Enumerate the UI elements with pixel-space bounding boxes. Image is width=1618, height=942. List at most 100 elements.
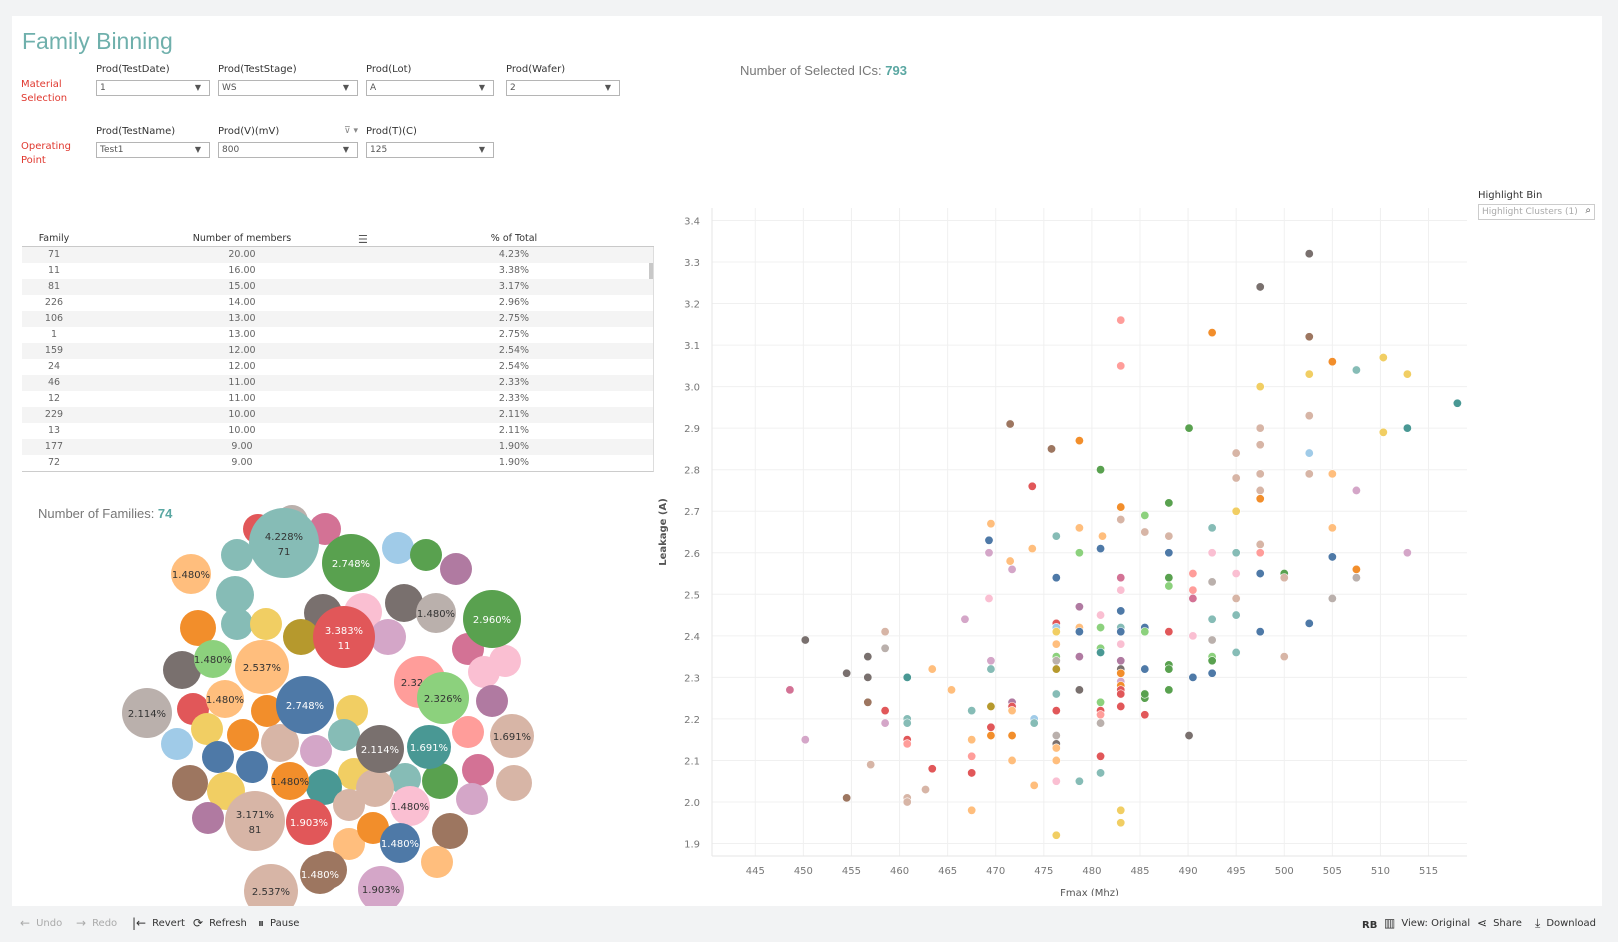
scatter-point[interactable] xyxy=(1378,427,1388,437)
bubble[interactable] xyxy=(380,823,420,863)
scatter-point[interactable] xyxy=(1255,423,1265,433)
scatter-point[interactable] xyxy=(1096,710,1106,720)
scatter-point[interactable] xyxy=(1231,473,1241,483)
test-name-dropdown[interactable]: Test1 ▼ xyxy=(96,142,210,158)
bubble[interactable] xyxy=(432,813,468,849)
scatter-point[interactable] xyxy=(902,739,912,749)
bubble[interactable] xyxy=(194,640,232,678)
scatter-point[interactable] xyxy=(1005,556,1015,566)
scatter-point[interactable] xyxy=(1096,751,1106,761)
scatter-point[interactable] xyxy=(1116,668,1126,678)
table-row[interactable]: 226 14.00 2.96% xyxy=(22,295,653,311)
scatter-point[interactable] xyxy=(1116,805,1126,815)
bubble[interactable] xyxy=(235,640,289,694)
scatter-point[interactable] xyxy=(1029,780,1039,790)
wafer-dropdown[interactable]: 2 ▼ xyxy=(506,80,620,96)
table-row[interactable]: 159 12.00 2.54% xyxy=(22,343,653,359)
scatter-point[interactable] xyxy=(1116,818,1126,828)
scatter-point[interactable] xyxy=(967,768,977,778)
bubble[interactable] xyxy=(216,576,254,614)
scatter-point[interactable] xyxy=(1116,701,1126,711)
filter-lot[interactable]: Prod(Lot) A ▼ xyxy=(366,64,494,96)
scatter-point[interactable] xyxy=(1351,573,1361,583)
scatter-point[interactable] xyxy=(1207,635,1217,645)
scatter-point[interactable] xyxy=(1051,531,1061,541)
bubble[interactable] xyxy=(221,608,253,640)
scatter-point[interactable] xyxy=(1027,544,1037,554)
scatter-point[interactable] xyxy=(1207,577,1217,587)
test-stage-dropdown[interactable]: WS ▼ xyxy=(218,80,358,96)
scatter-point[interactable] xyxy=(842,668,852,678)
scatter-point[interactable] xyxy=(1304,469,1314,479)
scatter-point[interactable] xyxy=(1184,423,1194,433)
bubble[interactable] xyxy=(496,765,532,801)
bubble[interactable] xyxy=(250,608,282,640)
scatter-point[interactable] xyxy=(902,718,912,728)
scatter-point[interactable] xyxy=(1096,623,1106,633)
filter-temperature[interactable]: Prod(T)(C) 125 ▼ xyxy=(366,126,494,158)
bubble[interactable] xyxy=(328,719,360,751)
scatter-point[interactable] xyxy=(866,760,876,770)
scatter-point[interactable] xyxy=(1140,627,1150,637)
scatter-point[interactable] xyxy=(984,535,994,545)
scatter-point[interactable] xyxy=(1351,365,1361,375)
scatter-point[interactable] xyxy=(1304,448,1314,458)
bubble[interactable] xyxy=(244,864,298,906)
scatter-point[interactable] xyxy=(1051,706,1061,716)
scatter-point[interactable] xyxy=(800,635,810,645)
scatter-point[interactable] xyxy=(1188,585,1198,595)
scatter-point[interactable] xyxy=(1096,768,1106,778)
bubble[interactable] xyxy=(300,854,340,894)
scatter-point[interactable] xyxy=(1255,627,1265,637)
scatter-point[interactable] xyxy=(967,751,977,761)
scatter-point[interactable] xyxy=(1051,830,1061,840)
scatter-point[interactable] xyxy=(1304,369,1314,379)
scatter-point[interactable] xyxy=(1116,573,1126,583)
scatter-point[interactable] xyxy=(1164,685,1174,695)
bubble[interactable] xyxy=(271,762,309,800)
scatter-point[interactable] xyxy=(1051,656,1061,666)
scatter-point[interactable] xyxy=(1096,465,1106,475)
scatter-point[interactable] xyxy=(1255,382,1265,392)
scatter-point[interactable] xyxy=(1074,776,1084,786)
table-row[interactable]: 24 12.00 2.54% xyxy=(22,359,653,375)
scatter-point[interactable] xyxy=(1074,436,1084,446)
scatter-point[interactable] xyxy=(1231,593,1241,603)
scatter-point[interactable] xyxy=(1231,448,1241,458)
scatter-point[interactable] xyxy=(1074,685,1084,695)
bubble[interactable] xyxy=(490,714,534,758)
scatter-point[interactable] xyxy=(1116,502,1126,512)
scatter-point[interactable] xyxy=(1051,776,1061,786)
bubble[interactable] xyxy=(300,735,332,767)
scatter-point[interactable] xyxy=(1164,664,1174,674)
scatter-point[interactable] xyxy=(1096,647,1106,657)
scatter-point[interactable] xyxy=(1164,531,1174,541)
scatter-point[interactable] xyxy=(1231,548,1241,558)
bubble[interactable] xyxy=(163,651,201,689)
bubble[interactable] xyxy=(421,846,453,878)
scatter-point[interactable] xyxy=(1116,315,1126,325)
bubble[interactable] xyxy=(206,680,244,718)
scatter-point[interactable] xyxy=(1116,585,1126,595)
bubble[interactable] xyxy=(390,786,430,826)
scatter-point[interactable] xyxy=(1005,419,1015,429)
scatter-point[interactable] xyxy=(1304,411,1314,421)
bubble[interactable] xyxy=(440,553,472,585)
bubble[interactable] xyxy=(468,656,500,688)
revert-button[interactable]: |← Revert xyxy=(132,916,185,930)
scatter-point[interactable] xyxy=(1140,527,1150,537)
scatter-point[interactable] xyxy=(986,656,996,666)
bubble[interactable] xyxy=(172,765,208,801)
scatter-point[interactable] xyxy=(902,797,912,807)
scatter-point[interactable] xyxy=(1051,731,1061,741)
table-row[interactable]: 1 13.00 2.75% xyxy=(22,327,653,343)
bubble[interactable] xyxy=(385,584,423,622)
scatter-point[interactable] xyxy=(1140,664,1150,674)
scatter-point[interactable] xyxy=(1051,627,1061,637)
bubble[interactable] xyxy=(236,751,268,783)
scatter-point[interactable] xyxy=(1164,498,1174,508)
scatter-point[interactable] xyxy=(1207,656,1217,666)
scatter-point[interactable] xyxy=(1351,564,1361,574)
scatter-point[interactable] xyxy=(1116,515,1126,525)
lot-dropdown[interactable]: A ▼ xyxy=(366,80,494,96)
